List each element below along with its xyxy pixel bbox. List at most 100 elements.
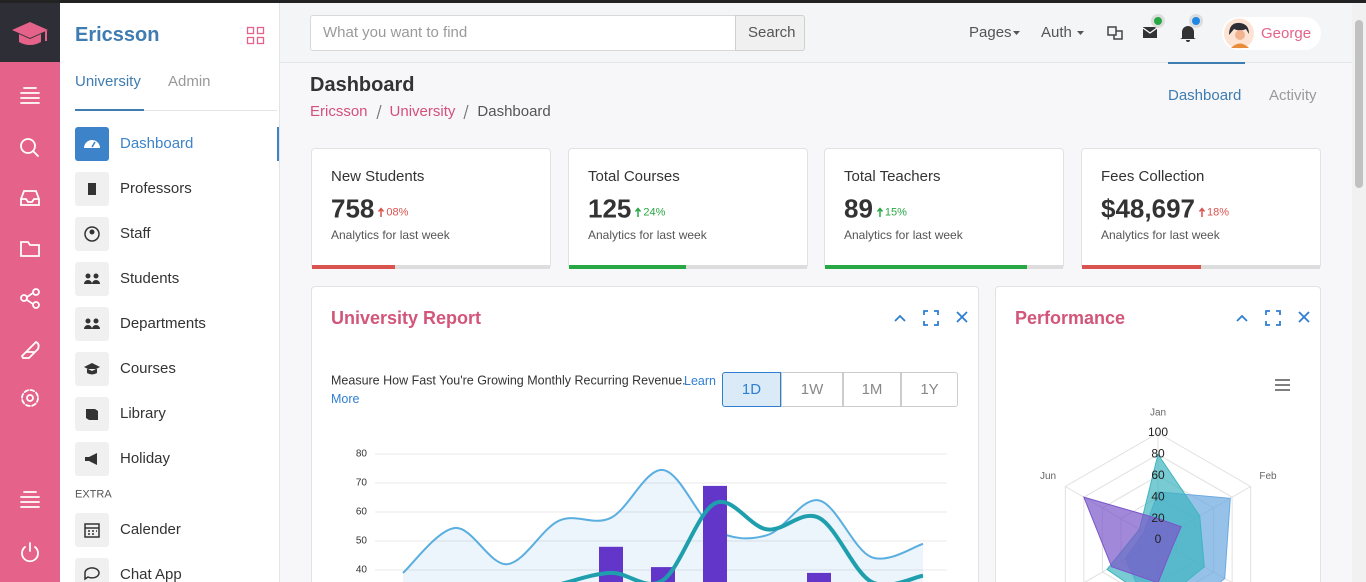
search-button-label[interactable]: Search bbox=[748, 24, 796, 41]
menu-item[interactable]: Calender bbox=[120, 521, 181, 538]
menu-item[interactable]: Chat App bbox=[120, 566, 182, 582]
settings-icon[interactable] bbox=[21, 389, 39, 407]
menu-item[interactable]: Dashboard bbox=[120, 135, 194, 152]
apps-icon bbox=[246, 26, 265, 45]
range-label[interactable]: 1D bbox=[741, 381, 762, 398]
page-tab[interactable]: Activity bbox=[1269, 87, 1317, 104]
learn-more[interactable]: Learn More bbox=[331, 374, 716, 406]
menu-item[interactable]: Holiday bbox=[120, 450, 171, 467]
menu-icon bbox=[75, 442, 109, 476]
stat-change: 24% bbox=[643, 206, 666, 219]
icon-box bbox=[75, 307, 109, 341]
share-icon[interactable] bbox=[20, 288, 40, 309]
menu-item[interactable]: Library bbox=[120, 405, 166, 422]
g bbox=[85, 527, 99, 535]
breadcrumb-separator bbox=[463, 104, 469, 120]
progress-track bbox=[1082, 265, 1320, 269]
stat-card bbox=[311, 148, 551, 269]
feather-icon[interactable] bbox=[20, 340, 40, 359]
y-tick-label: 60 bbox=[356, 507, 368, 518]
axis-label: Jan bbox=[1150, 408, 1166, 419]
icon-box bbox=[75, 558, 109, 582]
range-label[interactable]: 1M bbox=[861, 381, 883, 398]
close-icon bbox=[956, 311, 968, 323]
line bbox=[402, 468, 924, 574]
folder-icon[interactable] bbox=[20, 241, 40, 257]
range-button[interactable] bbox=[722, 372, 781, 407]
caret-shape bbox=[1077, 31, 1084, 35]
arrow bbox=[1198, 207, 1206, 217]
report-panel bbox=[311, 286, 979, 582]
g bbox=[85, 318, 91, 324]
g bbox=[84, 226, 100, 242]
progress-track bbox=[569, 265, 807, 269]
icon-rail bbox=[0, 3, 60, 582]
stat-note: Analytics for last week bbox=[844, 227, 963, 242]
range-button[interactable] bbox=[781, 372, 843, 407]
tab-underline bbox=[75, 109, 144, 111]
menu-item[interactable]: Staff bbox=[120, 225, 151, 242]
apps-cell bbox=[246, 36, 255, 45]
sidebar-tab[interactable]: University bbox=[75, 73, 141, 90]
nav-menu[interactable]: Auth bbox=[1041, 24, 1072, 41]
breadcrumb-item[interactable]: Ericsson bbox=[310, 103, 368, 120]
axis-label: Jun bbox=[1040, 471, 1056, 482]
r-tick-label: 0 bbox=[1155, 532, 1162, 546]
menu-icon bbox=[75, 262, 109, 296]
caret bbox=[1077, 31, 1084, 35]
user-name[interactable]: George bbox=[1261, 25, 1312, 42]
menu-icon bbox=[75, 217, 109, 251]
breadcrumb-separator bbox=[375, 104, 382, 120]
active-marker bbox=[277, 127, 279, 161]
progress-track bbox=[312, 265, 550, 269]
g bbox=[84, 567, 100, 581]
search-icon[interactable] bbox=[20, 138, 39, 157]
stat-label: Total Teachers bbox=[844, 168, 941, 185]
search-input[interactable] bbox=[310, 15, 736, 51]
menu-icon bbox=[75, 397, 109, 431]
menu-icon[interactable] bbox=[20, 87, 40, 104]
power-icon[interactable] bbox=[21, 542, 39, 563]
progress-bar bbox=[825, 265, 1028, 269]
scroll-thumb[interactable] bbox=[1355, 20, 1363, 188]
progress-bar bbox=[1082, 265, 1201, 269]
range-label[interactable]: 1Y bbox=[920, 381, 939, 398]
arrow bbox=[635, 207, 642, 217]
y-tick-label: 80 bbox=[356, 449, 368, 460]
stat-label: New Students bbox=[331, 168, 425, 185]
collapse-icon bbox=[1236, 314, 1248, 322]
inbox-icon[interactable] bbox=[20, 190, 40, 206]
y-tick-label: 40 bbox=[356, 565, 368, 576]
search-placeholder: What you want to find bbox=[323, 24, 468, 41]
bar bbox=[599, 546, 623, 582]
menu-item[interactable]: Students bbox=[120, 270, 180, 287]
menu-item[interactable]: Professors bbox=[120, 180, 192, 197]
menu-icon bbox=[75, 513, 109, 547]
sidebar-tab[interactable]: Admin bbox=[168, 73, 211, 90]
trend-arrow bbox=[635, 207, 642, 217]
menu-item[interactable]: Courses bbox=[120, 360, 176, 377]
menu-item[interactable]: Departments bbox=[120, 315, 206, 332]
panel-tools bbox=[1236, 310, 1310, 326]
range-button[interactable] bbox=[901, 372, 958, 407]
bar bbox=[651, 567, 675, 582]
page-tab[interactable]: Dashboard bbox=[1168, 87, 1242, 104]
breadcrumb-item[interactable]: University bbox=[389, 103, 456, 120]
range-button[interactable] bbox=[843, 372, 901, 407]
g bbox=[84, 280, 100, 284]
range-label[interactable]: 1W bbox=[800, 381, 824, 398]
g bbox=[84, 140, 100, 148]
fullscreen-icon bbox=[923, 310, 939, 326]
menu-icon bbox=[75, 352, 109, 386]
nav-menu[interactable]: Pages bbox=[969, 24, 1012, 41]
avatar-hair bbox=[1229, 22, 1249, 35]
search-button[interactable] bbox=[735, 15, 805, 51]
arrow bbox=[876, 207, 883, 217]
menu-icon bbox=[75, 127, 109, 161]
list-icon[interactable] bbox=[20, 491, 40, 508]
r-tick-label: 40 bbox=[1151, 489, 1165, 503]
translate-icon bbox=[1107, 26, 1123, 40]
g bbox=[84, 523, 100, 538]
g bbox=[85, 453, 97, 465]
